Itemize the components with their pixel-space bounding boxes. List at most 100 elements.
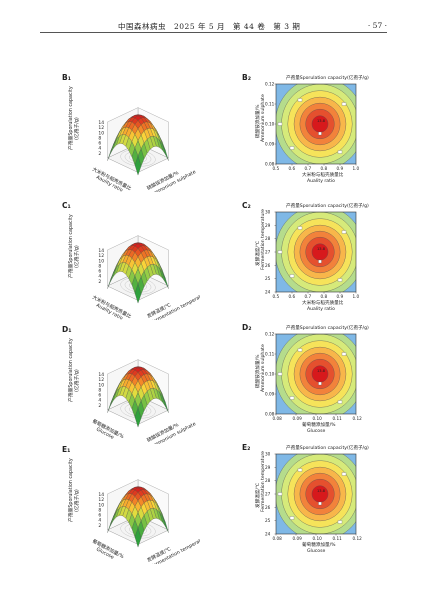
- surface-plot-4: E₁ 14 12 10 8 6 4 2 产孢量Sporulation capacity (亿孢子/…: [60, 442, 209, 570]
- z-tick-label: 10: [98, 502, 104, 508]
- contour-plot-1: B₂ 产孢量Sporulation capacity(亿孢子/g) 13.8 0.5 0…: [238, 73, 378, 196]
- y-tick-label: 30: [265, 452, 271, 457]
- x-tick-label: 0.9: [337, 294, 344, 299]
- y-axis-title-en: Fermentation temperature: [260, 209, 266, 270]
- z-tick-label: 12: [98, 497, 104, 503]
- z-tick-label: 4: [98, 518, 101, 524]
- x-tick-label: 0.08: [273, 536, 283, 541]
- contour-label-box: [341, 230, 347, 234]
- contour-label-box: [297, 468, 303, 472]
- contour-svg: E₂ 产孢量Sporulation capacity(亿孢子/g) 13.8 0.08…: [242, 443, 369, 554]
- panel-label: D₁: [62, 325, 72, 334]
- response-surface: [107, 114, 169, 176]
- z-tick-label: 8: [98, 507, 101, 513]
- x-axis-title-en: Auality ratio: [307, 306, 335, 312]
- surface-facet: [134, 155, 142, 176]
- y-tick-label: 28: [265, 236, 271, 241]
- z-axis-unit: (亿孢子/g): [73, 489, 80, 512]
- design-point: [318, 381, 322, 386]
- surface-facet: [134, 283, 142, 304]
- y-tick-label: 30: [265, 210, 271, 215]
- header-rule: [40, 32, 387, 33]
- z-axis-title: 产孢量Sporulation capacity: [67, 458, 74, 522]
- z-tick-label: 10: [98, 258, 104, 264]
- z-axis-unit: (亿孢子/g): [73, 369, 80, 392]
- contour-label-box: [277, 122, 283, 126]
- z-tick-label: 2: [98, 151, 101, 157]
- x-axis-title-cn: 大米粉与稻壳质量比: [302, 299, 344, 306]
- y-axis-title-en: Fermentation temperature: [150, 291, 200, 320]
- contour-label-box: [289, 274, 295, 278]
- contour-label-box: [289, 516, 295, 520]
- x-axis-title-cn: 葡萄糖添加量/%: [302, 541, 336, 548]
- contour-label-box: [277, 372, 283, 376]
- panel-label: B₁: [62, 73, 71, 82]
- contour-title: 产孢量Sporulation capacity(亿孢子/g): [286, 324, 369, 331]
- contour-svg: D₂ 产孢量Sporulation capacity(亿孢子/g) 13.8 0.08…: [242, 323, 369, 434]
- x-tick-label: 0.6: [289, 166, 296, 171]
- y-tick-label: 27: [265, 250, 271, 255]
- y-axis-title-cn: 发酵温度/℃: [254, 483, 261, 508]
- z-tick-label: 8: [98, 135, 101, 141]
- contour-svg: C₂ 产孢量Sporulation capacity(亿孢子/g) 13.8 0.5 0…: [242, 201, 369, 312]
- x-tick-label: 0.09: [293, 536, 303, 541]
- x-tick-label: 0.09: [293, 416, 303, 421]
- y-tick-label: 24: [265, 290, 271, 295]
- contour-label-box: [341, 352, 347, 356]
- y-tick-label: 25: [265, 518, 271, 523]
- contour-label-box: [337, 400, 343, 404]
- contour-label-box: [297, 226, 303, 230]
- y-tick-label: 0.09: [265, 142, 275, 147]
- y-tick-label: 28: [265, 478, 271, 483]
- z-tick-label: 12: [98, 125, 104, 131]
- y-tick-label: 24: [265, 532, 271, 537]
- z-tick-label: 10: [98, 130, 104, 136]
- design-point: [318, 501, 322, 506]
- panel-label: C₂: [242, 202, 251, 210]
- peak-value-label: 13.8: [317, 119, 326, 123]
- z-tick-label: 4: [98, 274, 101, 280]
- y-tick-label: 29: [265, 465, 271, 470]
- surface-plot-1: B₁ 14 12 10 8 6 4 2 产孢量Sporulation capacity (亿孢子/…: [60, 70, 200, 198]
- z-tick-label: 14: [98, 120, 104, 126]
- x-tick-label: 0.12: [353, 416, 363, 421]
- y-tick-label: 25: [265, 276, 271, 281]
- contour-fill: [276, 454, 356, 534]
- z-tick-label: 12: [98, 377, 104, 383]
- z-tick-label: 8: [98, 263, 101, 269]
- z-tick-label: 6: [98, 393, 101, 399]
- surface-plot-3: D₁ 14 12 10 8 6 4 2 产孢量Sporulation capacity (亿孢子/…: [60, 322, 200, 450]
- design-point: [318, 259, 322, 264]
- x-tick-label: 0.7: [305, 294, 312, 299]
- contour-label-box: [337, 520, 343, 524]
- response-surface: [107, 486, 169, 548]
- page-number: · 57 ·: [367, 21, 387, 30]
- peak-value-label: 13.8: [317, 489, 326, 493]
- y-tick-label: 26: [265, 263, 271, 268]
- y-tick-label: 0.12: [265, 82, 275, 87]
- z-tick-label: 2: [98, 523, 101, 529]
- y-axis-title-cn: 硫酸铵添加量/%: [254, 354, 261, 388]
- panel-label: E₁: [62, 445, 70, 454]
- z-tick-label: 2: [98, 279, 101, 285]
- contour-fill: [276, 334, 356, 414]
- x-axis-title-cn: 葡萄糖添加量/%: [302, 421, 336, 428]
- x-tick-label: 1.0: [353, 166, 360, 171]
- x-tick-label: 0.11: [333, 416, 343, 421]
- x-tick-label: 0.10: [313, 416, 323, 421]
- contour-label-box: [297, 98, 303, 102]
- z-tick-label: 4: [98, 146, 101, 152]
- y-tick-label: 0.11: [265, 352, 275, 357]
- contour-fill: [276, 84, 356, 164]
- y-tick-label: 0.08: [265, 162, 275, 167]
- y-tick-label: 0.10: [265, 372, 275, 377]
- x-axis-title-cn: 大米粉与稻壳质量比: [302, 171, 344, 178]
- y-tick-label: 0.12: [265, 332, 275, 337]
- y-axis-title-cn: 硫酸铵添加量/%: [254, 104, 261, 138]
- design-point: [318, 131, 322, 136]
- y-axis-title-en: Fermentation temperature: [260, 451, 266, 512]
- x-tick-label: 0.5: [273, 294, 280, 299]
